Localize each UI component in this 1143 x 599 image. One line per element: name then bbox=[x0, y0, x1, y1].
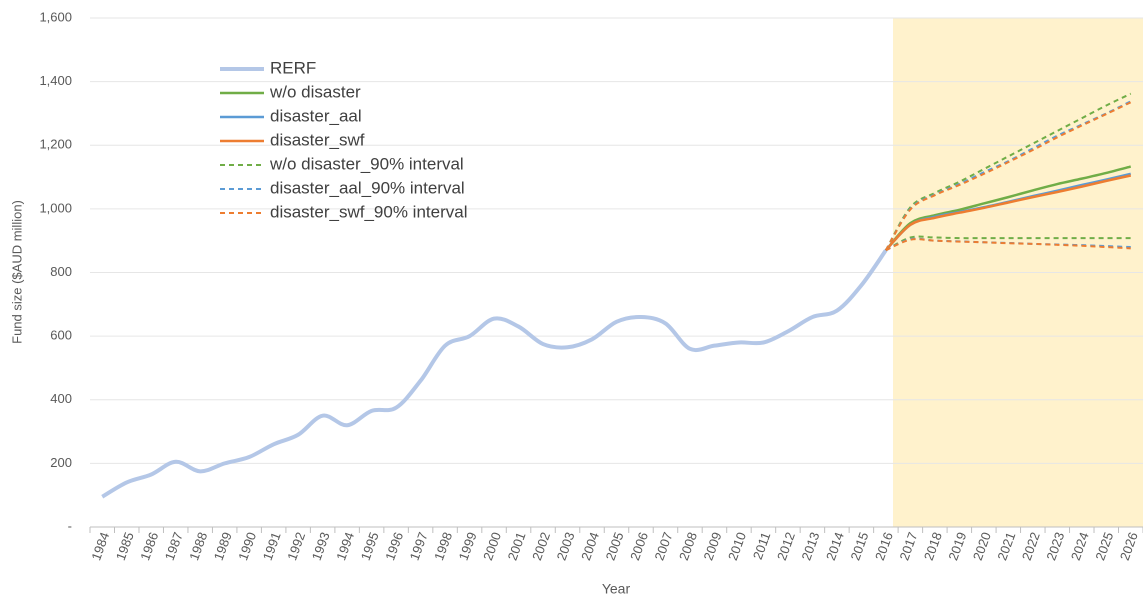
plot bbox=[101, 92, 1132, 499]
series-line bbox=[884, 165, 1132, 252]
x-tick-label: 1997 bbox=[407, 530, 431, 562]
x-tick-label: 1990 bbox=[235, 530, 259, 562]
x-tick-label: 1989 bbox=[211, 530, 235, 562]
x-tick-label: 2018 bbox=[921, 530, 945, 562]
x-tick-label: 2002 bbox=[529, 530, 553, 562]
x-tick-label: 2025 bbox=[1092, 530, 1116, 562]
x-tick-label: 2019 bbox=[945, 530, 969, 562]
x-axis-title: Year bbox=[602, 581, 631, 597]
x-tick-label: 1988 bbox=[186, 530, 210, 562]
x-tick-label: 1985 bbox=[113, 530, 137, 562]
x-tick-label: 1993 bbox=[309, 530, 333, 562]
x-tick-label: 1995 bbox=[358, 530, 382, 562]
x-tick-label: 2014 bbox=[823, 530, 847, 562]
x-tick-label: 1991 bbox=[260, 530, 284, 562]
y-tick-label: 1,000 bbox=[39, 200, 72, 215]
legend-label: w/o disaster_90% interval bbox=[269, 154, 464, 173]
x-tick-label: 2020 bbox=[970, 530, 994, 562]
x-tick-label: 2009 bbox=[701, 530, 725, 562]
legend-label: disaster_swf_90% interval bbox=[270, 202, 467, 221]
x-tick-label: 1999 bbox=[456, 530, 480, 562]
y-axis-title: Fund size ($AUD million) bbox=[9, 200, 24, 344]
x-tick-label: 2003 bbox=[554, 530, 578, 562]
series-line bbox=[101, 249, 888, 499]
y-tick-label: 1,200 bbox=[39, 137, 72, 152]
x-tick-label: 2004 bbox=[578, 530, 602, 562]
x-tick-label: 2023 bbox=[1043, 530, 1067, 562]
x-tick-label: 1992 bbox=[284, 530, 308, 562]
x-tick-label: 2010 bbox=[725, 530, 749, 562]
x-tick-label: 1986 bbox=[137, 530, 161, 562]
x-tick-label: 2007 bbox=[652, 530, 676, 562]
y-tick-label: 400 bbox=[50, 391, 72, 406]
x-tick-label: 2001 bbox=[505, 530, 529, 562]
series-line bbox=[884, 174, 1132, 252]
x-tick-label: 2006 bbox=[627, 530, 651, 562]
x-tick-label: 1994 bbox=[333, 530, 357, 562]
x-tick-label: 2011 bbox=[750, 530, 774, 561]
x-tick-label: 2024 bbox=[1068, 530, 1092, 562]
legend-label: disaster_aal bbox=[270, 106, 362, 125]
x-tick-label: 1984 bbox=[88, 530, 112, 562]
y-tick-label: 1,600 bbox=[39, 9, 72, 24]
legend-label: disaster_aal_90% interval bbox=[270, 178, 465, 197]
x-tick-label: 2021 bbox=[994, 530, 1018, 562]
x-tick-label: 2000 bbox=[480, 530, 504, 562]
legend-label: w/o disaster bbox=[269, 82, 361, 101]
x-tick-label: 2016 bbox=[872, 530, 896, 562]
x-tick-label: 2015 bbox=[847, 530, 871, 562]
x-tick-label: 2022 bbox=[1019, 530, 1043, 562]
y-tick-label: 800 bbox=[50, 264, 72, 279]
y-tick-label: - bbox=[68, 518, 72, 533]
y-tick-label: 200 bbox=[50, 455, 72, 470]
series-line bbox=[885, 235, 1131, 252]
x-tick-label: 2017 bbox=[896, 530, 920, 562]
x-tick-label: 1998 bbox=[431, 530, 455, 562]
x-tick-label: 1996 bbox=[382, 530, 406, 562]
x-tick-label: 1987 bbox=[162, 530, 186, 562]
x-tick-label: 2026 bbox=[1117, 530, 1141, 562]
y-tick-label: 1,400 bbox=[39, 73, 72, 88]
x-tick-label: 2008 bbox=[676, 530, 700, 562]
x-tick-label: 2013 bbox=[798, 530, 822, 562]
x-tick-label: 2012 bbox=[774, 530, 798, 562]
legend-label: disaster_swf bbox=[270, 130, 365, 149]
x-tick-label: 2005 bbox=[603, 530, 627, 562]
legend-label: RERF bbox=[270, 58, 316, 77]
y-tick-label: 600 bbox=[50, 328, 72, 343]
series-line bbox=[885, 101, 1132, 251]
